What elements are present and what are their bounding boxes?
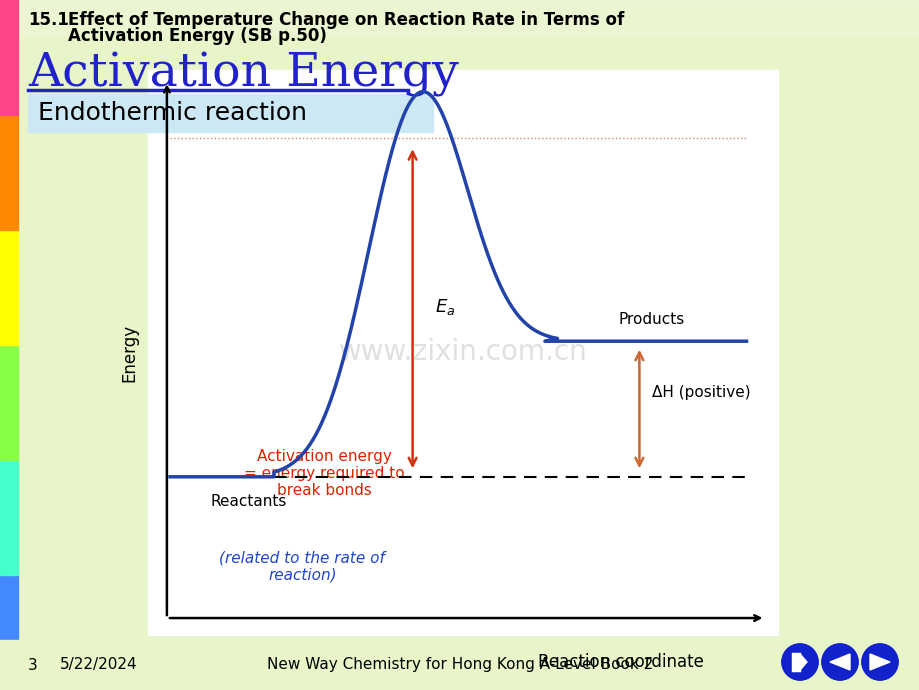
Bar — [0, 575, 18, 690]
Text: Energy: Energy — [120, 324, 138, 382]
Bar — [0, 115, 18, 230]
Polygon shape — [869, 654, 889, 670]
Text: Reaction coordinate: Reaction coordinate — [537, 653, 703, 671]
Text: 3: 3 — [28, 658, 38, 673]
Text: Products: Products — [618, 312, 685, 327]
Circle shape — [821, 644, 857, 680]
Circle shape — [821, 644, 857, 680]
Text: Effect of Temperature Change on Reaction Rate in Terms of: Effect of Temperature Change on Reaction… — [68, 11, 624, 29]
Text: 15.1: 15.1 — [28, 11, 69, 29]
Circle shape — [861, 644, 897, 680]
Bar — [0, 0, 919, 35]
Text: www.zixin.com.cn: www.zixin.com.cn — [338, 339, 586, 366]
Bar — [0, 640, 919, 690]
Text: Activation energy
= energy required to
break bonds: Activation energy = energy required to b… — [244, 448, 404, 498]
Polygon shape — [829, 654, 849, 670]
Bar — [0, 460, 18, 575]
Text: Reactants: Reactants — [210, 494, 287, 509]
Circle shape — [781, 644, 817, 680]
Bar — [0, 230, 18, 345]
Text: $E_a$: $E_a$ — [434, 297, 454, 317]
Polygon shape — [800, 654, 806, 670]
Text: Endothermic reaction: Endothermic reaction — [38, 101, 307, 125]
Bar — [148, 70, 777, 635]
Circle shape — [861, 644, 897, 680]
Text: Activation Energy (SB p.50): Activation Energy (SB p.50) — [68, 27, 326, 45]
Circle shape — [781, 644, 817, 680]
Text: (related to the rate of
reaction): (related to the rate of reaction) — [219, 550, 385, 582]
Text: Activation Energy: Activation Energy — [28, 52, 459, 97]
Text: New Way Chemistry for Hong Kong A-Level Book 2: New Way Chemistry for Hong Kong A-Level … — [267, 658, 652, 673]
Text: ΔH (positive): ΔH (positive) — [652, 384, 750, 400]
Bar — [0, 345, 18, 460]
Bar — [0, 0, 18, 115]
Bar — [28, 94, 433, 132]
Text: 5/22/2024: 5/22/2024 — [60, 658, 138, 673]
